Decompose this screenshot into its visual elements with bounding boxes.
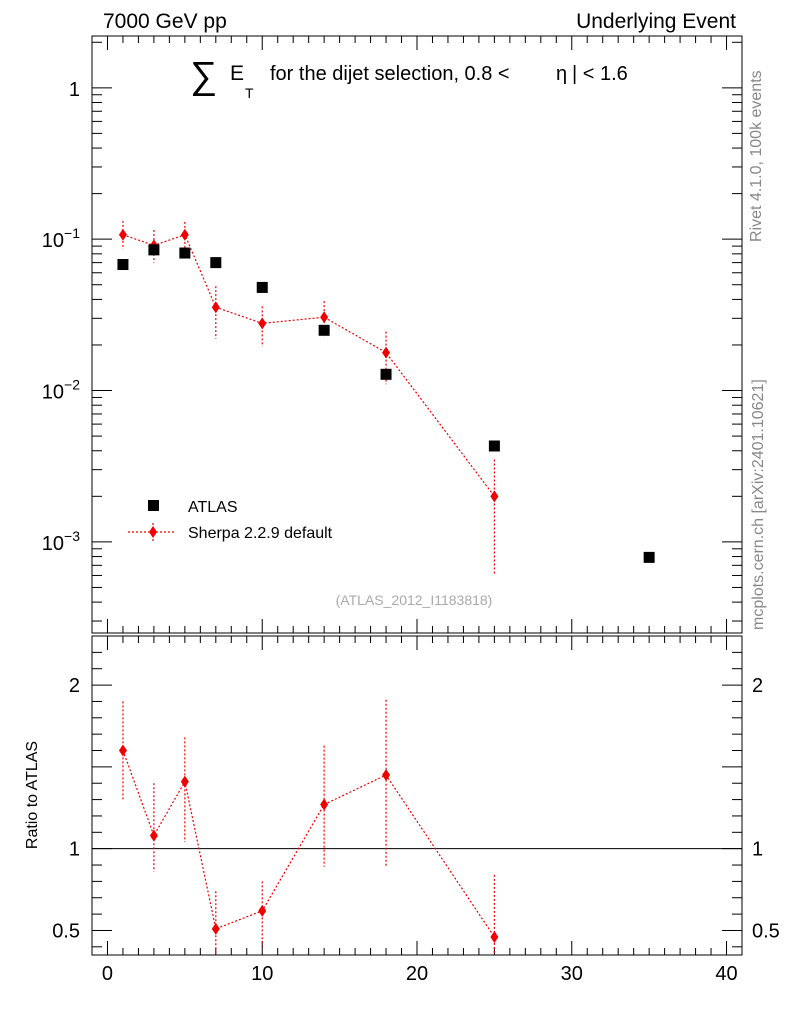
- main-mc-point: [211, 301, 220, 314]
- ratio-mc-point: [382, 769, 391, 782]
- title-e: E: [230, 62, 244, 85]
- main-mc-point: [320, 311, 329, 324]
- main-panel-ticks: [92, 36, 742, 633]
- legend-mc-marker: [149, 526, 157, 538]
- ratio-panel-y-tick-labels: 0.5 0.5 1 1 2 2: [52, 675, 780, 942]
- ratio-y-tick-label-left: 1: [69, 839, 80, 861]
- analysis-id-label: (ATLAS_2012_I1183818): [336, 592, 493, 608]
- title-text: for the dijet selection, 0.8 <: [270, 63, 510, 85]
- main-mc-point: [258, 317, 267, 330]
- ratio-y-tick-label-right: 0.5: [752, 920, 780, 942]
- main-data-point: [148, 244, 160, 256]
- main-mc-line: [122, 233, 495, 497]
- ratio-mc-point: [149, 829, 158, 842]
- ratio-panel-frame: [91, 635, 743, 956]
- main-panel-frame: [91, 35, 743, 634]
- ratio-y-tick-label-left: 2: [69, 675, 80, 697]
- main-data-point: [380, 368, 392, 380]
- main-data-point: [643, 551, 655, 563]
- main-y-tick-label: 10−1: [42, 225, 80, 252]
- main-mc-point: [180, 228, 189, 241]
- main-data-point: [256, 281, 268, 293]
- main-mc-series: [118, 220, 499, 576]
- legend-mc-label: Sherpa 2.2.9 default: [188, 525, 333, 542]
- ratio-mc-line: [122, 750, 495, 938]
- header-right: Underlying Event: [576, 10, 736, 33]
- header-left: 7000 GeV pp: [103, 10, 227, 33]
- main-mc-point: [118, 228, 127, 241]
- title-t: T: [245, 85, 254, 101]
- x-tick-label: 20: [406, 963, 428, 985]
- main-y-tick-label: 10−3: [42, 528, 80, 555]
- x-tick-label: 30: [561, 963, 583, 985]
- ratio-mc-point: [490, 931, 499, 944]
- legend-data-label: ATLAS: [188, 499, 238, 516]
- main-y-tick-label: 1: [69, 79, 80, 101]
- title-eta: η: [556, 63, 567, 85]
- ratio-y-axis-label: Ratio to ATLAS: [24, 741, 41, 849]
- mcplots-credit-label: mcplots.cern.ch [arXiv:2401.10621]: [750, 379, 767, 630]
- x-tick-label: 40: [715, 963, 737, 985]
- main-mc-point: [490, 490, 499, 503]
- ratio-y-tick-label-right: 2: [752, 675, 763, 697]
- ratio-mc-series: [118, 699, 499, 955]
- ratio-mc-point: [258, 904, 267, 917]
- main-mc-point: [382, 346, 391, 359]
- x-tick-label: 0: [102, 963, 113, 985]
- legend-data-marker: [148, 500, 159, 511]
- main-data-point: [179, 247, 191, 259]
- ratio-panel-ticks: [92, 636, 742, 955]
- legend: ATLAS Sherpa 2.2.9 default: [128, 499, 333, 542]
- ratio-y-tick-label-right: 1: [752, 839, 763, 861]
- ratio-mc-point: [320, 798, 329, 811]
- main-data-point: [488, 440, 500, 452]
- main-data-point: [210, 257, 222, 269]
- main-panel-y-tick-labels: 1 10−1 10−2 10−3: [42, 79, 80, 555]
- main-data-point: [318, 324, 330, 336]
- main-data-point: [117, 259, 129, 271]
- ratio-y-tick-label-left: 0.5: [52, 920, 80, 942]
- plot-title: ∑ E T for the dijet selection, 0.8 < η |…: [190, 55, 628, 101]
- main-y-tick-label: 10−2: [42, 377, 80, 404]
- ratio-mc-point: [118, 744, 127, 757]
- title-tail: | < 1.6: [572, 63, 628, 85]
- rivet-version-label: Rivet 4.1.0, 100k events: [748, 70, 765, 242]
- title-sigma: ∑: [190, 55, 217, 97]
- main-data-series: [117, 244, 655, 563]
- ratio-mc-point: [180, 775, 189, 788]
- x-axis-tick-labels: 0 10 20 30 40: [102, 963, 738, 985]
- ratio-mc-point: [211, 922, 220, 935]
- x-tick-label: 10: [251, 963, 273, 985]
